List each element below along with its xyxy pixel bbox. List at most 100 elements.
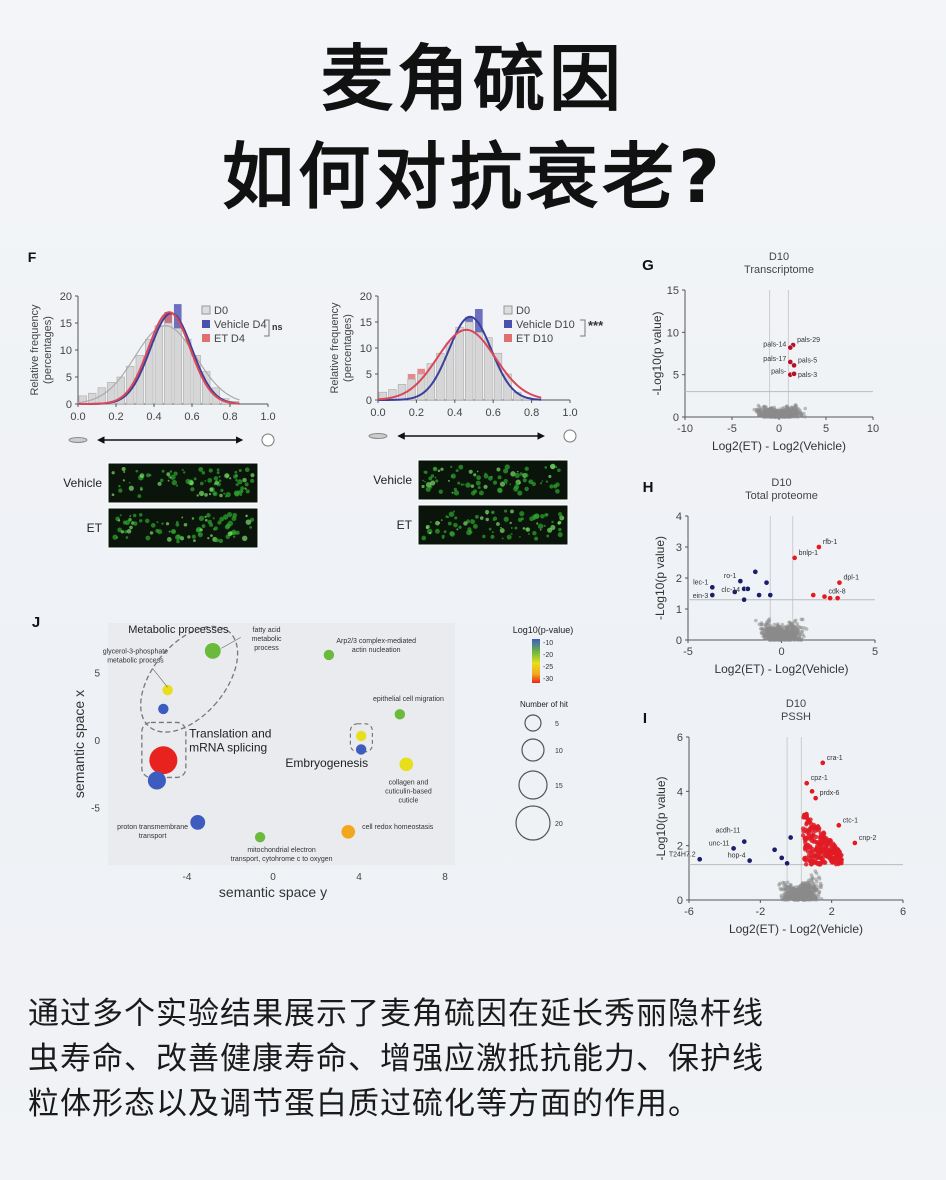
- volcano-h-gene-point: [786, 631, 790, 636]
- hist-right-micrograph-spot: [541, 480, 544, 482]
- volcano-i-up-cluster-point: [815, 826, 820, 831]
- hist-left-micrograph-spot: [223, 514, 229, 520]
- title-line-1: 麦角硫因: [320, 37, 625, 121]
- volcano-h-down-point: [731, 589, 738, 595]
- hist-left-micrograph-spot: [173, 471, 178, 476]
- bubble-label-line: cuticle: [399, 798, 419, 805]
- volcano-g-gene-point: [761, 414, 766, 419]
- volcano-i-gene-point: [814, 877, 818, 881]
- volcano-g-gene-point: [752, 407, 757, 412]
- hist-left-xtick-label: 0.0: [70, 411, 85, 423]
- volcano-i-gene-point: [811, 881, 816, 886]
- volcano-i-gene-point: [808, 892, 812, 896]
- hist-right-micrograph-spot: [428, 476, 433, 481]
- hist-right-micrograph-spot: [492, 480, 498, 485]
- volcano-i-gene-point: [785, 880, 790, 885]
- hist-right-micrograph-spot: [537, 523, 544, 529]
- hist-right-ytick-label: 15: [360, 317, 372, 329]
- hist-left-micrograph-spot: [183, 522, 188, 527]
- hist-right-micrograph-spot: [463, 521, 468, 526]
- hist-left-micrograph-spot: [171, 479, 178, 486]
- hist-right-bar-d0: [465, 321, 474, 401]
- volcano-h-up-point: [816, 544, 822, 550]
- hist-right-micrograph-spot: [536, 522, 539, 525]
- volcano-h-gene-point: [795, 629, 800, 634]
- volcano-i-ylabel: -Log10(p value): [654, 776, 668, 860]
- bubble-label-line: cuticulin-based: [385, 789, 432, 796]
- hist-left-micrograph-spot: [144, 518, 150, 524]
- volcano-h-ytick-label: 4: [676, 511, 682, 523]
- hist-left-micrograph-spot: [128, 485, 134, 491]
- hist-right-micrograph-spot: [544, 466, 548, 469]
- volcano-h-title: D10: [771, 477, 791, 489]
- hist-right-micrograph-spot: [557, 521, 561, 525]
- hist-right-micrograph-spot: [440, 519, 443, 521]
- bubble-label-line: cell redox homeostasis: [362, 824, 434, 831]
- hist-right-micrograph-spot: [557, 532, 563, 538]
- volcano-i-up-point: [835, 822, 842, 829]
- volcano-h-gene-point: [780, 622, 785, 627]
- bubble-label: collagen and cuticulin-based cuticle: [385, 780, 432, 805]
- panel-label-h: H: [643, 479, 654, 496]
- hist-left-micrograph-spot: [244, 467, 250, 473]
- volcano-g-subtitle: Transcriptome: [744, 264, 814, 276]
- volcano-g-gene-point: [786, 411, 791, 416]
- bubble-ytick-label: -5: [91, 804, 100, 815]
- volcano-g-up-point: [791, 362, 797, 369]
- volcano-i-down-point: [741, 838, 748, 845]
- hist-right-significance: ***: [588, 318, 604, 333]
- volcano-h-xlabel: Log2(ET) - Log2(Vehicle): [714, 662, 848, 676]
- colorbar-tick-label: -25: [543, 664, 553, 671]
- volcano-i-point-label: ctc-1: [843, 817, 858, 824]
- volcano-i-up-cluster-point: [803, 812, 808, 818]
- bubble-xtick-label: -4: [183, 872, 192, 883]
- volcano-h-gene-point: [759, 621, 764, 625]
- volcano-i-up-cluster-point: [823, 852, 828, 857]
- hist-left-micrograph-spot: [198, 515, 205, 522]
- hist-left-micrograph-spot: [210, 534, 213, 538]
- hist-right-micrograph-spot: [519, 511, 525, 517]
- hist-left-bar-d0: [107, 382, 116, 405]
- hist-left-micrograph-spot: [198, 533, 201, 536]
- volcano-i-xtick-label: -2: [755, 906, 765, 918]
- hist-right-micrograph-spot: [428, 531, 432, 535]
- hist-left-micrograph-spot: [191, 517, 195, 520]
- bubble-point: [341, 824, 356, 839]
- hist-left-micrograph-spot: [166, 537, 172, 542]
- hist-left-micrograph-spot: [135, 469, 139, 473]
- hist-left-micrograph-spot: [224, 517, 227, 520]
- hist-right-micrograph-spot: [555, 466, 558, 469]
- hist-right-micrograph-spot: [490, 534, 495, 539]
- volcano-i-gene-point: [819, 897, 824, 901]
- hist-left-micrograph-spot: [229, 477, 232, 480]
- volcano-i-gene-point: [810, 895, 814, 900]
- volcano-g-gene-point: [793, 413, 797, 418]
- volcano-g-gene-point: [765, 414, 769, 419]
- hist-right-micrograph-spot: [457, 481, 461, 485]
- hist-right-micrograph-spot: [485, 517, 489, 522]
- volcano-h-gene-point: [762, 628, 767, 632]
- hist-left-micrograph-spot: [125, 536, 129, 539]
- hist-left-micrograph-spot: [213, 476, 219, 481]
- volcano-i-point-label: prdx-6: [820, 790, 840, 797]
- hist-left-micrograph-spot: [219, 516, 225, 522]
- hist-left-micrograph-spot: [118, 484, 121, 488]
- volcano-g-point-label: pals-: [771, 369, 787, 376]
- hist-left-micrograph-spot: [146, 473, 151, 478]
- hist-left-micrograph-spot: [123, 471, 126, 474]
- volcano-i-up-cluster-point: [817, 854, 822, 860]
- hist-right-micrograph-spot: [517, 490, 523, 496]
- hist-left-micrograph-spot: [244, 487, 247, 490]
- volcano-h-gene-point: [794, 635, 799, 640]
- volcano-h-ylabel: -Log10(p value): [653, 536, 667, 620]
- hist-left-micrograph-spot: [132, 513, 137, 518]
- volcano-i-gene-point: [802, 884, 807, 889]
- volcano-h-gene-point: [789, 623, 794, 627]
- hist-left-micrograph-spot: [198, 490, 205, 497]
- volcano-i-up-cluster-point: [836, 859, 841, 865]
- hist-left-micrograph-spot: [122, 479, 125, 482]
- volcano-g-gene-point: [768, 411, 773, 415]
- volcano-g-ytick-label: 10: [667, 327, 679, 339]
- hist-right-micrograph-spot: [545, 480, 549, 483]
- hist-right-micrograph-spot: [548, 474, 552, 479]
